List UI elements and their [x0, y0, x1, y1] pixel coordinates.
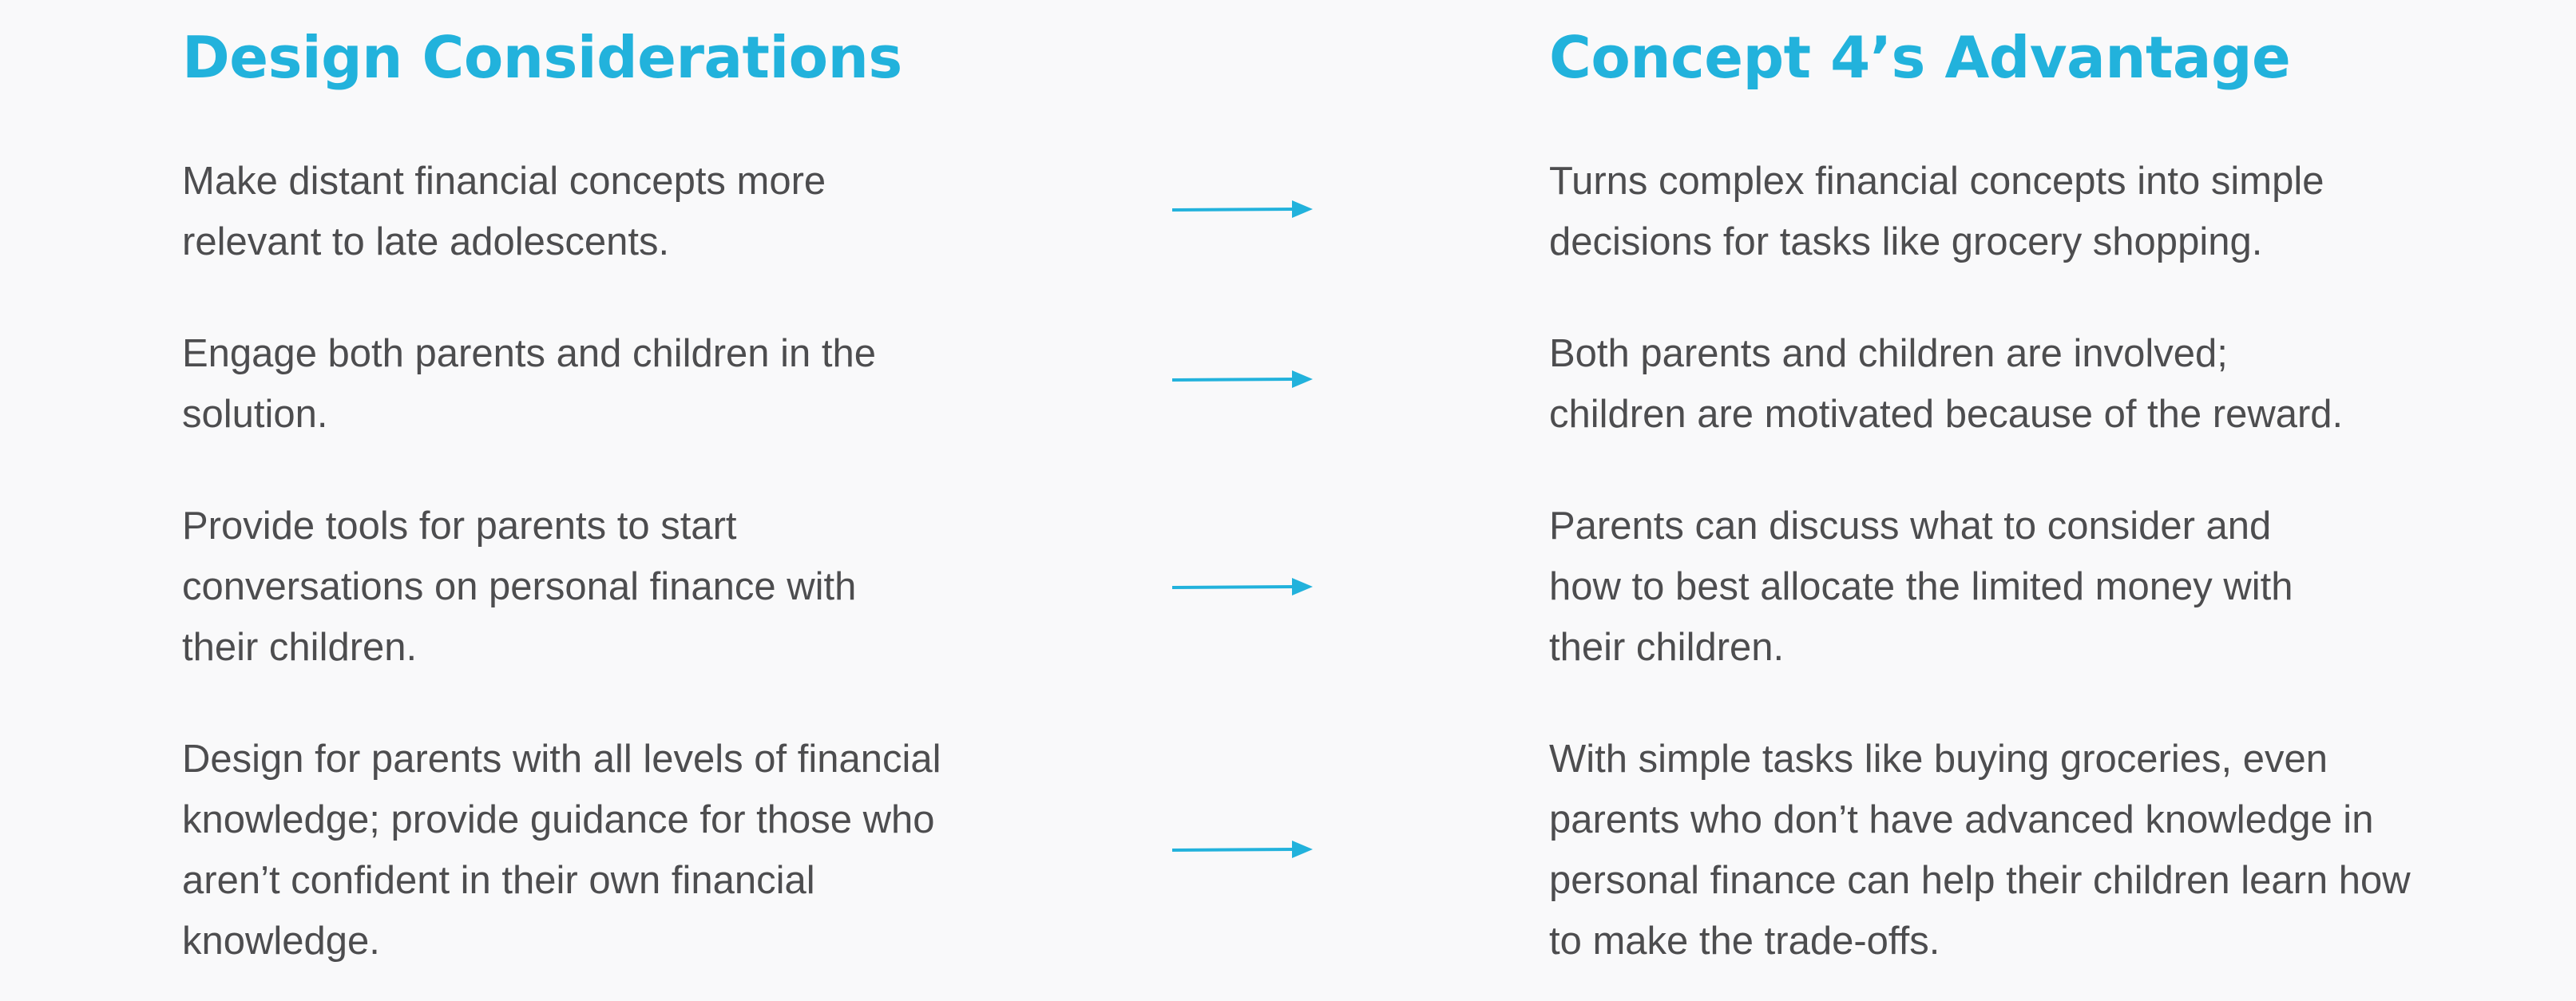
arrow-right-icon: [1172, 370, 1313, 388]
arrow-right-icon: [1172, 578, 1313, 595]
arrow-right-icon: [1172, 200, 1313, 218]
consideration-1: Make distant financial concepts more rel…: [182, 160, 826, 263]
consideration-4: Design for parents with all levels of fi…: [182, 738, 941, 963]
advantage-2: Both parents and children are involved; …: [1549, 332, 2344, 436]
concept-advantage-heading: Concept 4’s Advantage: [1549, 24, 2291, 91]
advantage-1: Turns complex financial concepts into si…: [1549, 160, 2324, 263]
advantage-4: With simple tasks like buying groceries,…: [1549, 738, 2411, 963]
arrow-right-icon: [1172, 841, 1313, 858]
consideration-3: Provide tools for parents to start conve…: [182, 504, 857, 669]
advantage-3: Parents can discuss what to consider and…: [1549, 504, 2293, 669]
consideration-2: Engage both parents and children in the …: [182, 332, 877, 436]
design-considerations-heading: Design Considerations: [182, 24, 902, 91]
